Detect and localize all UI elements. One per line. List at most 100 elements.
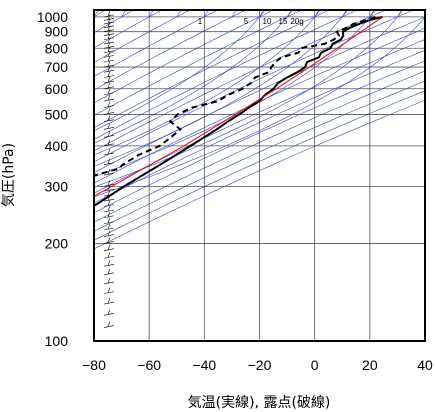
- moist-adiabat-line: [94, 10, 265, 131]
- isotherm-line: [176, 10, 182, 18]
- wind-barb-flag: [107, 25, 111, 31]
- wind-barb: [103, 14, 115, 21]
- wind-barb: [103, 195, 115, 202]
- wind-barb: [103, 94, 115, 102]
- wind-barb: [103, 277, 115, 285]
- y-axis-title: 気圧(hPa): [1, 143, 17, 207]
- wind-barb-flag: [107, 223, 111, 230]
- wind-barb-flag: [107, 260, 111, 266]
- wind-barb-flag: [107, 230, 111, 236]
- isotherm-line: [11, 10, 15, 17]
- wind-barb-staff: [103, 25, 115, 29]
- wind-barb-staff: [103, 152, 115, 156]
- wind-barb: [103, 321, 115, 328]
- x-tick-label: −20: [248, 357, 272, 373]
- wind-barb: [103, 205, 115, 213]
- wind-barb-staff: [103, 227, 115, 231]
- y-tick-label: 700: [45, 59, 69, 75]
- wind-barb-staff: [103, 172, 115, 176]
- dry-adiabat-line: [94, 99, 425, 250]
- wind-barb-staff: [103, 75, 115, 78]
- adiabat-lines: [11, 10, 425, 250]
- mixing-ratio-label: 1: [198, 17, 203, 26]
- wind-barb: [103, 200, 115, 207]
- wind-barb-staff: [103, 18, 115, 21]
- wind-barb-staff: [103, 255, 115, 259]
- moist-adiabat-line: [94, 10, 376, 178]
- dry-adiabat-line: [94, 10, 162, 49]
- x-tick-label: 40: [417, 357, 433, 373]
- dry-adiabat-line: [94, 80, 425, 232]
- wind-barb-flag: [107, 71, 111, 77]
- isotherm-line: [204, 10, 209, 18]
- dry-adiabat-line: [94, 70, 425, 223]
- wind-barb: [103, 71, 115, 78]
- wind-barb: [103, 230, 115, 237]
- wind-barb: [103, 42, 115, 49]
- x-tick-label: −80: [82, 357, 106, 373]
- wind-barb: [103, 180, 115, 187]
- wind-barb-staff: [103, 248, 115, 251]
- wind-barb-staff: [103, 325, 115, 328]
- wind-barb-staff: [103, 98, 115, 102]
- mixing-ratio-label: 5: [244, 17, 249, 26]
- wind-barb-staff: [103, 33, 115, 36]
- wind-barb-flag: [107, 60, 111, 67]
- wind-barb-staff: [103, 291, 115, 294]
- y-tick-label: 800: [45, 40, 69, 56]
- wind-barb-flag: [107, 76, 111, 83]
- wind-barb: [103, 21, 115, 29]
- wind-barb-flag: [107, 123, 111, 129]
- wind-barb-flag: [107, 37, 111, 44]
- wind-barb-staff: [103, 313, 115, 316]
- wind-barb: [103, 223, 115, 231]
- wind-barb-staff: [103, 105, 115, 108]
- wind-barb-flag: [107, 168, 111, 175]
- wind-barb-flag: [107, 42, 111, 48]
- wind-barb-flag: [107, 17, 111, 24]
- wind-barbs: [103, 10, 115, 328]
- wind-barb: [103, 268, 115, 276]
- wind-barb: [103, 185, 115, 192]
- wind-barb-flag: [107, 297, 111, 304]
- wind-barb-staff: [103, 135, 115, 138]
- mixing-ratio-label: 10: [263, 17, 272, 26]
- wind-barb-staff: [103, 14, 115, 18]
- x-tick-label: −60: [137, 357, 161, 373]
- wind-barb-staff: [103, 45, 115, 49]
- wind-barb: [103, 260, 115, 267]
- wind-barb: [103, 82, 115, 90]
- wind-barb: [103, 33, 115, 41]
- y-tick-label: 500: [45, 106, 69, 122]
- wind-barb: [103, 10, 115, 18]
- wind-barb-flag: [107, 82, 111, 88]
- dry-adiabat-line: [94, 10, 302, 116]
- wind-barb: [103, 244, 115, 251]
- dry-adiabat-line: [94, 10, 274, 104]
- wind-barb: [103, 287, 115, 294]
- wind-barb-flag: [107, 56, 111, 62]
- wind-barb: [103, 158, 115, 165]
- wind-barb-flag: [107, 252, 111, 258]
- x-axis-title: 気温(実線), 露点(破線): [188, 395, 331, 411]
- y-tick-label: 100: [45, 333, 69, 349]
- wind-barb-flag: [107, 200, 111, 206]
- wind-barb-flag: [107, 217, 111, 223]
- wind-barb-flag: [107, 237, 111, 243]
- wind-barb: [103, 237, 115, 244]
- dry-adiabat-line: [94, 10, 218, 77]
- wind-barb-flag: [107, 131, 111, 137]
- moist-adiabat-line: [94, 10, 293, 144]
- wind-barb: [103, 60, 115, 68]
- wind-barb-staff: [103, 37, 115, 41]
- mixing-ratio-label: 15: [279, 17, 288, 26]
- wind-barb-flag: [107, 158, 111, 164]
- wind-barb-flag: [107, 205, 111, 212]
- isotherm-line: [231, 10, 237, 18]
- plot-border: [93, 9, 426, 342]
- wind-barb-staff: [103, 209, 115, 213]
- wind-barb-staff: [103, 80, 115, 84]
- wind-barb-staff: [103, 29, 115, 32]
- x-tick-label: 0: [311, 357, 319, 373]
